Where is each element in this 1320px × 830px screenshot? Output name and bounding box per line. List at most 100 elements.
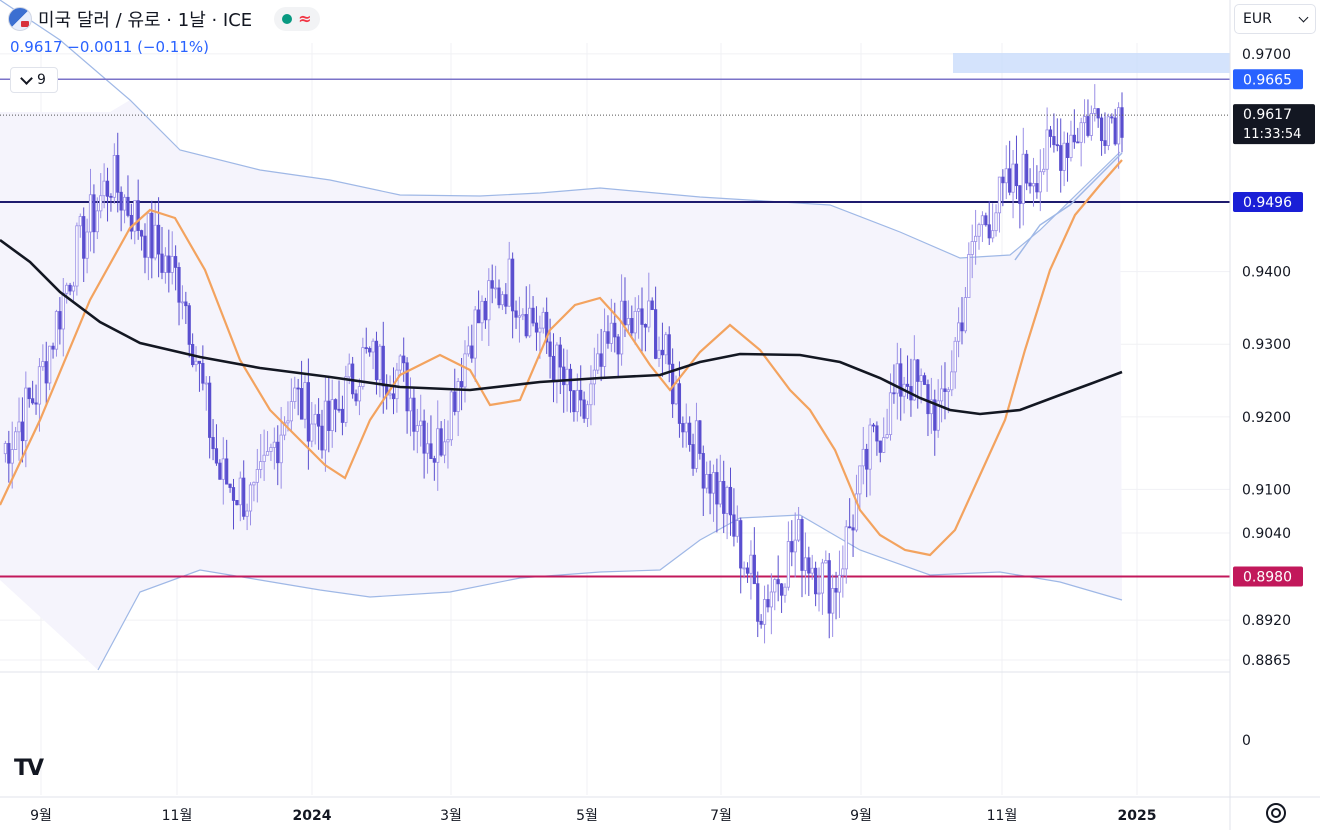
x-tick-label: 9월 — [30, 808, 52, 824]
candle-body — [88, 194, 93, 233]
candle-body — [848, 526, 852, 529]
candle-body — [245, 510, 249, 517]
candle-body — [790, 541, 794, 553]
candle-body — [122, 196, 127, 211]
candle-body — [1014, 163, 1019, 187]
candle-body — [201, 363, 205, 384]
candle-body — [654, 309, 658, 359]
candle-body — [429, 443, 433, 459]
candle-body — [208, 382, 212, 438]
currency-value: EUR — [1243, 11, 1272, 27]
candle-body — [769, 591, 773, 608]
candle-body — [476, 309, 481, 324]
candle-body — [415, 425, 419, 432]
candle-body — [531, 307, 535, 324]
volume-pane-tick-label: 0 — [1242, 733, 1251, 749]
candle-body — [841, 568, 845, 576]
candle-body — [551, 355, 556, 383]
candle-body — [1093, 108, 1097, 114]
candle-body — [85, 231, 89, 259]
candle-body — [470, 345, 474, 359]
candle-body — [1035, 183, 1039, 193]
y-tick-label: 0.8920 — [1242, 613, 1291, 629]
candle-body — [204, 382, 208, 385]
candle-body — [357, 386, 362, 402]
candle-body — [1031, 183, 1036, 187]
candle-body — [534, 322, 539, 333]
candle-body — [844, 526, 848, 570]
candle-body — [912, 359, 916, 401]
bollinger-upper-line — [0, 0, 1121, 259]
candle-body — [228, 483, 232, 488]
candle-body — [851, 527, 855, 531]
candle-body — [548, 341, 552, 357]
candle-body — [933, 399, 937, 431]
candle-body — [677, 383, 682, 424]
y-tick-label: 0.9040 — [1242, 526, 1291, 542]
candle-body — [596, 353, 600, 371]
candle-body — [44, 361, 48, 384]
candle-body — [691, 444, 695, 469]
candle-body — [167, 255, 171, 273]
candle-body — [705, 474, 709, 489]
currency-select[interactable]: EUR — [1234, 4, 1316, 34]
candle-body — [953, 340, 957, 373]
candle-body — [480, 300, 484, 324]
candle-body — [466, 345, 470, 355]
candle-body — [37, 366, 42, 405]
candle-body — [946, 389, 950, 392]
candle-body — [711, 472, 716, 494]
candle-body — [803, 557, 808, 571]
candle-body — [497, 287, 501, 306]
candle-body — [524, 314, 528, 337]
candle-body — [1052, 136, 1056, 146]
symbol-title[interactable]: 미국 달러 / 유로 · 1날 · ICE — [38, 10, 253, 31]
candle-body — [630, 318, 634, 334]
candle-body — [238, 477, 242, 506]
candle-body — [99, 195, 103, 212]
chart-header: 미국 달러 / 유로 · 1날 · ICE ≈ — [8, 6, 320, 32]
candle-body — [378, 345, 382, 381]
candle-body — [824, 560, 828, 564]
candle-body — [619, 300, 624, 355]
candle-body — [827, 560, 831, 614]
settings-gear-icon[interactable] — [1266, 803, 1286, 823]
candle-body — [255, 469, 259, 483]
candle-body — [1106, 116, 1110, 146]
candle-body — [555, 344, 559, 383]
candle-body — [868, 424, 872, 470]
candle-body — [936, 400, 940, 431]
candle-body — [361, 347, 365, 387]
y-tick-label: 0.9300 — [1242, 337, 1291, 353]
candle-body — [616, 336, 620, 355]
candle-body — [742, 567, 746, 570]
candle-body — [776, 579, 780, 585]
countdown-label: 11:33:54 — [1243, 127, 1301, 142]
candle-body — [20, 421, 25, 442]
candle-body — [657, 349, 661, 359]
candle-body — [749, 554, 753, 574]
candle-body — [259, 461, 263, 470]
candle-body — [446, 439, 450, 443]
indicators-collapse-button[interactable]: 9 — [10, 67, 58, 93]
candle-body — [1065, 142, 1070, 158]
candle-body — [589, 383, 593, 406]
candle-body — [65, 284, 69, 294]
candle-body — [732, 514, 736, 537]
candle-body — [565, 368, 569, 386]
candle-body — [718, 480, 722, 505]
candle-body — [432, 458, 436, 463]
candle-body — [252, 481, 256, 486]
candle-body — [265, 451, 270, 456]
candle-body — [640, 308, 644, 325]
market-status-pill[interactable]: ≈ — [274, 7, 320, 31]
candle-body — [688, 422, 692, 445]
candle-body — [997, 176, 1002, 214]
candle-body — [987, 224, 991, 239]
candle-body — [517, 315, 522, 318]
delayed-data-icon: ≈ — [298, 9, 312, 28]
candle-body — [984, 215, 988, 226]
x-tick-label: 9월 — [850, 808, 872, 824]
tradingview-logo-icon[interactable]: TV — [14, 756, 44, 781]
